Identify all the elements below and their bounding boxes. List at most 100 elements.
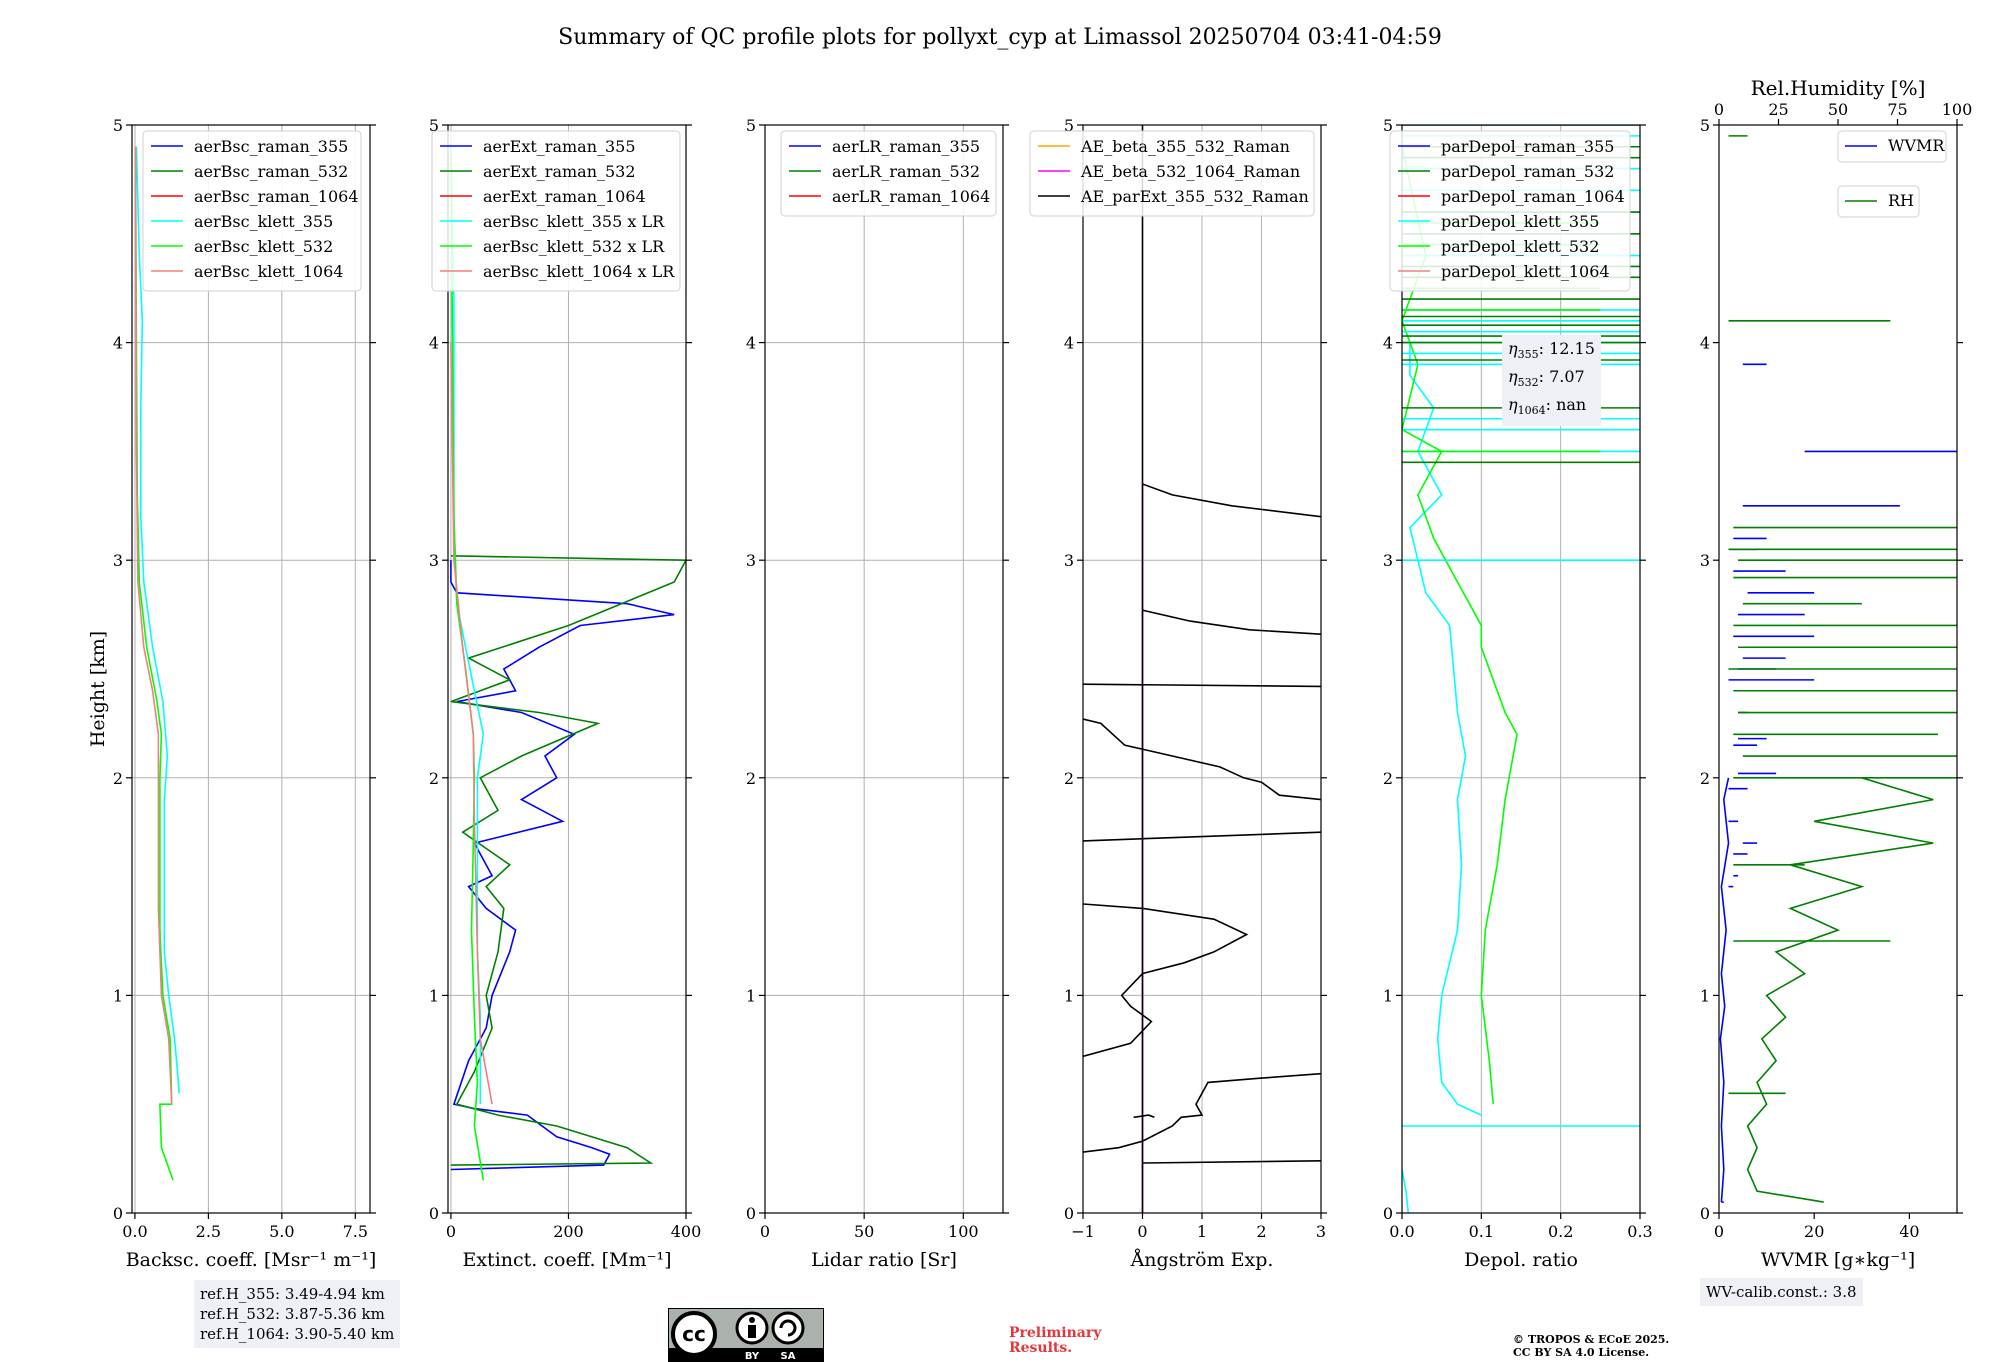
y-tick-label: 4 bbox=[1383, 334, 1393, 353]
y-tick-label: 4 bbox=[429, 334, 439, 353]
series-line-aerBsc_klett_355 bbox=[135, 146, 180, 1094]
x-tick-label: 5.0 bbox=[269, 1222, 294, 1241]
svg-text:cc: cc bbox=[682, 1322, 706, 1346]
legend: aerExt_raman_355 aerExt_raman_532 aerExt_r… bbox=[431, 130, 681, 292]
x-axis-label: WVMR [g∗kg⁻¹] bbox=[1761, 1249, 1915, 1271]
series-line-RH bbox=[1746, 777, 1934, 1203]
x-tick-label: 0.1 bbox=[1469, 1222, 1494, 1241]
y-tick-label: 4 bbox=[1700, 334, 1710, 353]
eta-1064: η1064: nan bbox=[1508, 395, 1587, 418]
x-tick-label: 3 bbox=[1316, 1222, 1326, 1241]
legend-box bbox=[780, 130, 997, 217]
legend: aerBsc_raman_355 aerBsc_raman_532 aerBsc_r… bbox=[142, 130, 362, 292]
y-tick-label: 0 bbox=[746, 1204, 756, 1223]
y-tick-label: 0 bbox=[429, 1204, 439, 1223]
y-tick-label: 3 bbox=[113, 551, 123, 570]
y-tick-label: 5 bbox=[429, 116, 439, 135]
y-tick-label: 5 bbox=[1700, 116, 1710, 135]
x-tick-label: 0.2 bbox=[1548, 1222, 1573, 1241]
y-tick-label: 2 bbox=[429, 769, 439, 788]
y-tick-label: 4 bbox=[1064, 334, 1074, 353]
x2-tick-label: 75 bbox=[1887, 100, 1907, 119]
y-axis-label: Height [km] bbox=[87, 631, 109, 747]
legend-entry: aerBsc_raman_355 bbox=[194, 137, 348, 156]
eta-532: η532: 7.07 bbox=[1508, 367, 1585, 390]
y-tick-label: 0 bbox=[1064, 1204, 1074, 1223]
axes-frame bbox=[1401, 124, 1641, 1214]
legend-wvmr: WVMR bbox=[1837, 130, 1947, 163]
axes-frame bbox=[764, 124, 1004, 1214]
y-tick-label: 1 bbox=[113, 986, 123, 1005]
panel-1: 0 1 2 3 4 5 0.0 2.5 5.0 7.5 Backsc. coeff. [Msr⁻¹ … bbox=[113, 116, 376, 1271]
cc-by-sa-badge: cc BY SA bbox=[668, 1308, 824, 1362]
legend-entry: aerBsc_klett_355 x LR bbox=[483, 212, 665, 231]
series-line-parDepol_klett_532 bbox=[1402, 146, 1518, 1105]
y-tick-label: 3 bbox=[1064, 551, 1074, 570]
legend: parDepol_raman_355 parDepol_raman_532 parD… bbox=[1389, 130, 1631, 292]
x-tick-label: 20 bbox=[1804, 1222, 1824, 1241]
x-tick-label: 0.0 bbox=[122, 1222, 147, 1241]
legend-entry: RH bbox=[1888, 191, 1914, 210]
series-line-AE_parExt_355_532_Raman bbox=[1083, 1072, 1321, 1153]
series-line-AE_parExt_355_532_Raman bbox=[1083, 903, 1249, 1058]
x-tick-label: 100 bbox=[948, 1222, 979, 1241]
series-line-AE_parExt_355_532_Raman bbox=[1142, 483, 1321, 518]
x2-tick-label: 25 bbox=[1768, 100, 1788, 119]
y-tick-label: 4 bbox=[746, 334, 756, 353]
legend-entry: parDepol_raman_1064 bbox=[1441, 187, 1625, 206]
series-line-parDepol_klett_355 bbox=[1402, 1169, 1410, 1213]
ref-height-355: ref.H_355: 3.49-4.94 km bbox=[200, 1285, 385, 1303]
legend-entry: aerBsc_raman_532 bbox=[194, 162, 348, 181]
x-tick-label: 0 bbox=[1714, 1222, 1724, 1241]
y-tick-label: 5 bbox=[1383, 116, 1393, 135]
legend-entry: AE_parExt_355_532_Raman bbox=[1080, 187, 1309, 206]
panels: 0 1 2 3 4 5 0.0 2.5 5.0 7.5 Backsc. coeff. [Msr⁻¹ … bbox=[113, 76, 1972, 1271]
panel-5: 0 1 2 3 4 5 0.0 0.1 0.2 0.3 Depol. ratio parDepol_r… bbox=[1383, 116, 1653, 1271]
y-tick-label: 5 bbox=[1064, 116, 1074, 135]
chart-title: Summary of QC profile plots for pollyxt_… bbox=[558, 25, 1442, 50]
legend: aerLR_raman_355 aerLR_raman_532 aerLR_rama… bbox=[780, 130, 997, 217]
series-line-AE_parExt_355_532_Raman bbox=[1083, 831, 1321, 842]
legend-entry: aerExt_raman_355 bbox=[483, 137, 636, 156]
legend-entry: AE_beta_532_1064_Raman bbox=[1080, 162, 1300, 181]
y-tick-label: 5 bbox=[113, 116, 123, 135]
y-tick-label: 3 bbox=[1700, 551, 1710, 570]
ref-height-1064: ref.H_1064: 3.90-5.40 km bbox=[200, 1325, 395, 1343]
legend-box bbox=[1837, 130, 1947, 163]
axes-frame bbox=[131, 124, 371, 1214]
series-line-AE_parExt_355_532_Raman bbox=[1133, 1114, 1155, 1119]
y-tick-label: 1 bbox=[1064, 986, 1074, 1005]
series-line-aerExt_raman_355 bbox=[450, 560, 675, 1171]
legend-entry: aerLR_raman_1064 bbox=[832, 187, 990, 206]
y-tick-label: 0 bbox=[1383, 1204, 1393, 1223]
x-tick-label: 2.5 bbox=[196, 1222, 221, 1241]
legend-entry: WVMR bbox=[1888, 136, 1945, 155]
preliminary-note: Preliminary Results. bbox=[1009, 1325, 1102, 1356]
y-tick-label: 0 bbox=[113, 1204, 123, 1223]
y-tick-label: 0 bbox=[1700, 1204, 1710, 1223]
legend-entry: aerExt_raman_1064 bbox=[483, 187, 646, 206]
y-tick-label: 3 bbox=[1383, 551, 1393, 570]
cc-icon bbox=[671, 1311, 717, 1357]
y-tick-label: 1 bbox=[1383, 986, 1393, 1005]
y-tick-label: 3 bbox=[746, 551, 756, 570]
x-tick-label: −1 bbox=[1071, 1222, 1095, 1241]
x-tick-label: 0 bbox=[446, 1222, 456, 1241]
legend-entry: parDepol_klett_355 bbox=[1441, 212, 1599, 231]
series-line-aerBsc_klett_1064 x LR bbox=[450, 342, 493, 1105]
legend-box bbox=[142, 130, 362, 292]
x-tick-label: 400 bbox=[671, 1222, 702, 1241]
x-tick-label: 200 bbox=[553, 1222, 584, 1241]
legend: AE_beta_355_532_Raman AE_beta_532_1064_Ra… bbox=[1029, 130, 1315, 217]
y-tick-label: 2 bbox=[1064, 769, 1074, 788]
axes-frame bbox=[447, 124, 687, 1214]
series-line-parDepol_klett_355 bbox=[1409, 342, 1482, 1116]
svg-text:SA: SA bbox=[781, 1351, 796, 1362]
legend-rh: RH bbox=[1837, 185, 1920, 218]
legend-entry: aerBsc_klett_1064 x LR bbox=[483, 262, 675, 281]
y-tick-label: 4 bbox=[113, 334, 123, 353]
x-tick-label: 1 bbox=[1197, 1222, 1207, 1241]
